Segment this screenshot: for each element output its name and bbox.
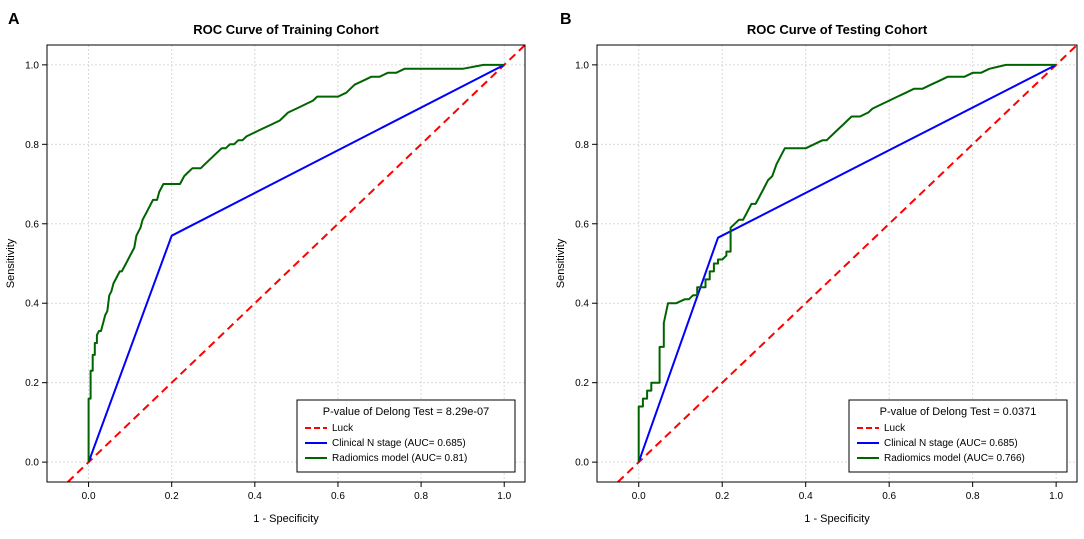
- legend-box: [296, 399, 516, 473]
- y-tick-label: 1.0: [25, 60, 39, 71]
- legend: P-value of Delong Test = 0.0371 Luck Clini…: [848, 399, 1068, 473]
- series-line-luck: [617, 45, 1077, 482]
- plot-frame: [596, 44, 1078, 483]
- y-axis-label: Sensitivity: [555, 238, 567, 288]
- y-tick-label: 1.0: [575, 60, 589, 71]
- x-tick-label: 0.2: [715, 491, 729, 502]
- legend-title: P-value of Delong Test = 0.0371: [880, 406, 1037, 418]
- panel-b: B ROC Curve of Testing Cohort 0.0 0.2 0.4 0.6…: [555, 11, 1078, 525]
- y-tick-label: 0.6: [25, 219, 39, 230]
- legend-title: P-value of Delong Test = 8.29e-07: [323, 406, 489, 418]
- x-tick-label: 0.0: [82, 491, 96, 502]
- legend-entry: Luck: [332, 423, 354, 434]
- legend-entry: Clinical N stage (AUC= 0.685): [332, 438, 466, 449]
- x-axis-label: 1 - Specificity: [804, 513, 870, 525]
- series-line-clinical-n-stage: [637, 64, 1057, 463]
- series-line-clinical-n-stage: [87, 64, 505, 463]
- y-tick-label: 0.8: [25, 140, 39, 151]
- legend-entry: Luck: [884, 423, 906, 434]
- legend: P-value of Delong Test = 8.29e-07 Luck Cli…: [296, 399, 516, 473]
- series-line-luck: [67, 45, 525, 482]
- y-tick-label: 0.8: [575, 140, 589, 151]
- y-tick-label: 0.4: [25, 299, 39, 310]
- x-tick-label: 0.8: [414, 491, 428, 502]
- series-line-radiomics-model: [87, 63, 505, 463]
- x-tick-label: 1.0: [1049, 491, 1063, 502]
- legend-box: [848, 399, 1068, 473]
- y-tick-label: 0.2: [575, 378, 589, 389]
- x-tick-label: 0.2: [165, 491, 179, 502]
- y-tick-label: 0.0: [575, 458, 589, 469]
- series-line-radiomics-model: [637, 63, 1057, 463]
- legend-entry: Clinical N stage (AUC= 0.685): [884, 438, 1018, 449]
- chart-title: ROC Curve of Testing Cohort: [747, 22, 928, 37]
- series-group: [617, 45, 1077, 482]
- y-tick-label: 0.6: [575, 219, 589, 230]
- x-tick-label: 0.6: [331, 491, 345, 502]
- x-tick-label: 0.4: [248, 491, 262, 502]
- panel-letter: B: [560, 11, 572, 28]
- x-tick-label: 0.8: [966, 491, 980, 502]
- y-tick-label: 0.0: [25, 458, 39, 469]
- x-tick-label: 1.0: [497, 491, 511, 502]
- panel-letter: A: [8, 11, 20, 28]
- panel-a: A ROC Curve of Training Cohort 0.0 0.2 0.4 0.…: [5, 11, 526, 525]
- x-tick-label: 0.0: [632, 491, 646, 502]
- y-tick-label: 0.2: [25, 378, 39, 389]
- y-tick-label: 0.4: [575, 299, 589, 310]
- x-axis-label: 1 - Specificity: [253, 513, 319, 525]
- y-axis-label: Sensitivity: [5, 238, 17, 288]
- series-group: [67, 45, 525, 482]
- x-tick-label: 0.6: [882, 491, 896, 502]
- legend-entry: Radiomics model (AUC= 0.81): [332, 453, 467, 464]
- x-tick-label: 0.4: [799, 491, 813, 502]
- legend-entry: Radiomics model (AUC= 0.766): [884, 453, 1025, 464]
- chart-title: ROC Curve of Training Cohort: [193, 22, 379, 37]
- plot-frame: [46, 44, 526, 483]
